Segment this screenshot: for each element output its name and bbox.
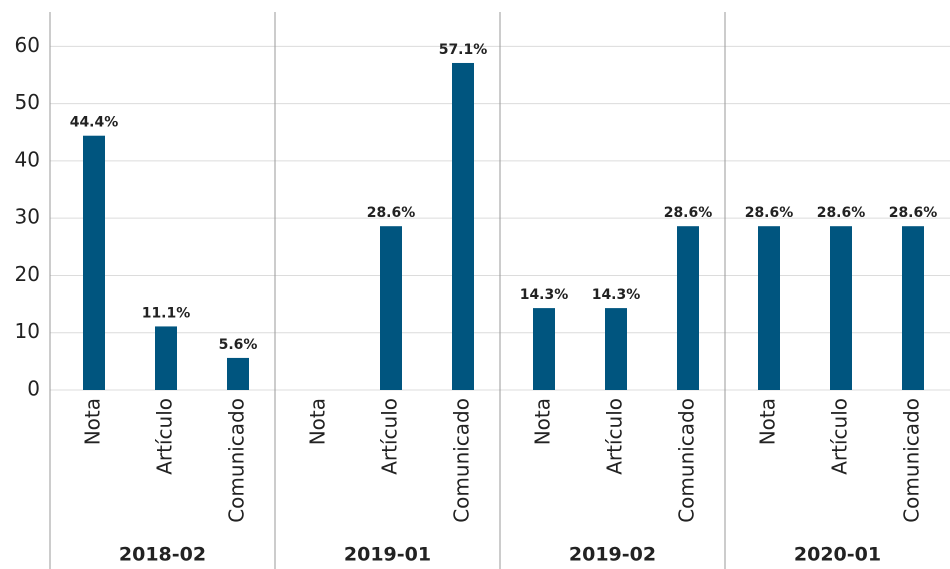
y-tick-label: 60 bbox=[15, 33, 40, 57]
x-tick-label: Nota bbox=[531, 398, 555, 445]
bar bbox=[902, 226, 924, 390]
y-tick-label: 50 bbox=[15, 90, 40, 114]
bar bbox=[83, 135, 105, 390]
x-tick-label: Artículo bbox=[378, 398, 402, 475]
bar bbox=[605, 308, 627, 390]
x-tick-label: Comunicado bbox=[450, 398, 474, 523]
x-tick-label: Artículo bbox=[828, 398, 852, 475]
bar bbox=[533, 308, 555, 390]
x-tick-label: Artículo bbox=[153, 398, 177, 475]
x-tick-label: Nota bbox=[756, 398, 780, 445]
value-label: 28.6% bbox=[889, 205, 938, 221]
y-tick-label: 10 bbox=[15, 319, 40, 343]
value-label: 14.3% bbox=[520, 287, 569, 303]
x-tick-label: Artículo bbox=[603, 398, 627, 475]
bar bbox=[758, 226, 780, 390]
x-tick-label: Comunicado bbox=[900, 398, 924, 523]
bar bbox=[830, 226, 852, 390]
value-label: 44.4% bbox=[70, 115, 119, 131]
value-label: 28.6% bbox=[664, 205, 713, 221]
bar bbox=[155, 326, 177, 390]
bar bbox=[677, 226, 699, 390]
value-label: 28.6% bbox=[817, 205, 866, 221]
y-tick-label: 20 bbox=[15, 262, 40, 286]
value-label: 57.1% bbox=[439, 42, 488, 58]
value-label: 28.6% bbox=[367, 205, 416, 221]
value-label: 28.6% bbox=[745, 205, 794, 221]
bar bbox=[380, 226, 402, 390]
bar bbox=[227, 357, 249, 390]
group-label: 2018-02 bbox=[119, 544, 206, 566]
value-label: 11.1% bbox=[142, 305, 191, 321]
x-tick-label: Comunicado bbox=[225, 398, 249, 523]
x-tick-label: Nota bbox=[306, 398, 330, 445]
value-label: 14.3% bbox=[592, 287, 641, 303]
y-tick-label: 40 bbox=[15, 147, 40, 171]
group-label: 2019-01 bbox=[344, 544, 431, 566]
group-label: 2020-01 bbox=[794, 544, 881, 566]
value-label: 5.6% bbox=[219, 337, 258, 353]
y-tick-label: 30 bbox=[15, 205, 40, 229]
group-label: 2019-02 bbox=[569, 544, 656, 566]
y-tick-label: 0 bbox=[27, 377, 40, 401]
x-tick-label: Comunicado bbox=[675, 398, 699, 523]
x-tick-label: Nota bbox=[81, 398, 105, 445]
bar bbox=[452, 62, 474, 391]
